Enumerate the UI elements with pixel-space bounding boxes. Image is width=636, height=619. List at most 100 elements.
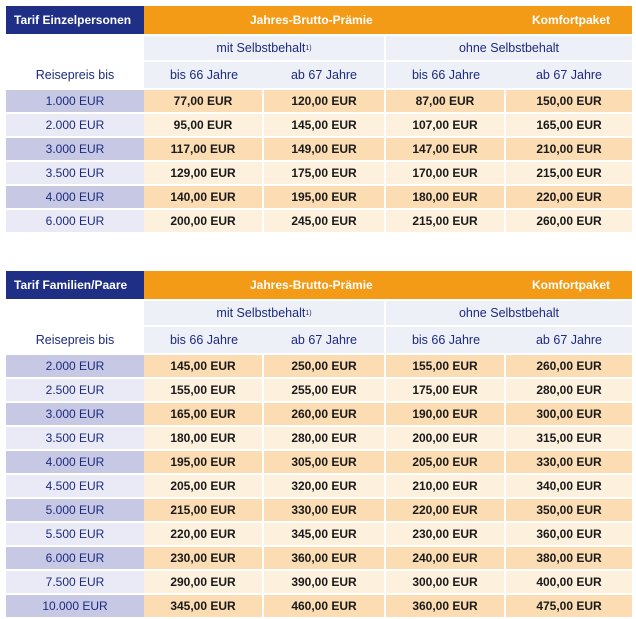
premium-cell: 315,00 EUR (506, 427, 632, 449)
with-deductible-label: mit Selbstbehalt (216, 306, 306, 320)
price-cell: 4.000 EUR (6, 186, 144, 208)
price-cell: 4.000 EUR (6, 451, 144, 473)
col-price-label: Reisepreis bis (6, 327, 144, 353)
price-cell: 10.000 EUR (6, 595, 144, 617)
premium-cell: 87,00 EUR (386, 90, 504, 112)
premium-cell: 175,00 EUR (386, 379, 504, 401)
col-age-a-label: bis 66 Jahre (144, 327, 264, 353)
table-row: 3.500 EUR 180,00 EUR 280,00 EUR 200,00 EUR 3… (6, 427, 632, 449)
col-age-b-label: ab 67 Jahre (264, 327, 384, 353)
subheader-spacer (6, 301, 144, 325)
premium-cell: 95,00 EUR (144, 114, 262, 136)
premium-cell: 205,00 EUR (386, 451, 504, 473)
price-cell: 3.500 EUR (6, 162, 144, 184)
table-header-row: Tarif Familien/Paare Jahres-Brutto-Prämie… (6, 271, 632, 299)
premium-cell: 195,00 EUR (144, 451, 262, 473)
premium-cell: 330,00 EUR (264, 499, 384, 521)
premium-cell: 240,00 EUR (386, 547, 504, 569)
premium-cell: 120,00 EUR (264, 90, 384, 112)
premium-cell: 250,00 EUR (264, 355, 384, 377)
table-row: 2.000 EUR 95,00 EUR 145,00 EUR 107,00 EUR 16… (6, 114, 632, 136)
premium-cell: 107,00 EUR (386, 114, 504, 136)
premium-cell: 215,00 EUR (386, 210, 504, 232)
premium-cell: 245,00 EUR (264, 210, 384, 232)
price-cell: 2.000 EUR (6, 355, 144, 377)
premium-cell: 220,00 EUR (506, 186, 632, 208)
footnote-marker: 1) (305, 309, 312, 317)
premium-cell: 260,00 EUR (506, 210, 632, 232)
premium-cell: 475,00 EUR (506, 595, 632, 617)
table-row: 5.000 EUR 215,00 EUR 330,00 EUR 220,00 EUR 3… (6, 499, 632, 521)
table-row: 7.500 EUR 290,00 EUR 390,00 EUR 300,00 EUR 4… (6, 571, 632, 593)
premium-cell: 170,00 EUR (386, 162, 504, 184)
premium-cell: 380,00 EUR (506, 547, 632, 569)
subheader-spacer (6, 36, 144, 60)
price-cell: 7.500 EUR (6, 571, 144, 593)
premium-cell: 195,00 EUR (264, 186, 384, 208)
with-deductible-header: mit Selbstbehalt 1) (144, 36, 384, 60)
price-cell: 1.000 EUR (6, 90, 144, 112)
column-label-row: Reisepreis bis bis 66 Jahre ab 67 Jahre bis… (6, 62, 632, 88)
premium-cell: 180,00 EUR (386, 186, 504, 208)
premium-cell: 255,00 EUR (264, 379, 384, 401)
table-row: 6.000 EUR 200,00 EUR 245,00 EUR 215,00 EUR 2… (6, 210, 632, 232)
premium-cell: 220,00 EUR (144, 523, 262, 545)
premium-cell: 220,00 EUR (386, 499, 504, 521)
subheader-row: mit Selbstbehalt 1) ohne Selbstbehalt (6, 36, 632, 60)
subheader-row: mit Selbstbehalt 1) ohne Selbstbehalt (6, 301, 632, 325)
tariff-table-individuals: Tarif Einzelpersonen Jahres-Brutto-Prämie… (6, 6, 632, 234)
premium-cell: 180,00 EUR (144, 427, 262, 449)
table-row: 3.000 EUR 165,00 EUR 260,00 EUR 190,00 EUR 3… (6, 403, 632, 425)
premium-cell: 230,00 EUR (386, 523, 504, 545)
premium-cell: 290,00 EUR (144, 571, 262, 593)
premium-header-bar: Jahres-Brutto-Prämie Komfortpaket (144, 271, 632, 299)
premium-cell: 140,00 EUR (144, 186, 262, 208)
price-cell: 2.500 EUR (6, 379, 144, 401)
premium-cell: 200,00 EUR (144, 210, 262, 232)
premium-cell: 210,00 EUR (506, 138, 632, 160)
premium-cell: 215,00 EUR (506, 162, 632, 184)
price-cell: 5.000 EUR (6, 499, 144, 521)
price-cell: 6.000 EUR (6, 210, 144, 232)
table-title: Tarif Einzelpersonen (6, 6, 144, 34)
premium-cell: 400,00 EUR (506, 571, 632, 593)
premium-cell: 460,00 EUR (264, 595, 384, 617)
premium-cell: 149,00 EUR (264, 138, 384, 160)
premium-cell: 165,00 EUR (144, 403, 262, 425)
premium-cell: 345,00 EUR (144, 595, 262, 617)
premium-cell: 305,00 EUR (264, 451, 384, 473)
package-header: Komfortpaket (531, 13, 610, 27)
group-header: Jahres-Brutto-Prämie (250, 278, 373, 292)
premium-cell: 150,00 EUR (506, 90, 632, 112)
table-row: 2.000 EUR 145,00 EUR 250,00 EUR 155,00 EUR 2… (6, 355, 632, 377)
premium-cell: 165,00 EUR (506, 114, 632, 136)
column-label-row: Reisepreis bis bis 66 Jahre ab 67 Jahre bis… (6, 327, 632, 353)
price-cell: 3.500 EUR (6, 427, 144, 449)
price-cell: 5.500 EUR (6, 523, 144, 545)
premium-cell: 117,00 EUR (144, 138, 262, 160)
premium-cell: 77,00 EUR (144, 90, 262, 112)
table-row: 4.000 EUR 140,00 EUR 195,00 EUR 180,00 EUR 2… (6, 186, 632, 208)
table-row: 1.000 EUR 77,00 EUR 120,00 EUR 87,00 EUR 150… (6, 90, 632, 112)
premium-cell: 390,00 EUR (264, 571, 384, 593)
premium-cell: 360,00 EUR (506, 523, 632, 545)
premium-cell: 155,00 EUR (386, 355, 504, 377)
table-title: Tarif Familien/Paare (6, 271, 144, 299)
with-deductible-label: mit Selbstbehalt (216, 41, 306, 55)
premium-cell: 147,00 EUR (386, 138, 504, 160)
premium-cell: 175,00 EUR (264, 162, 384, 184)
premium-cell: 260,00 EUR (506, 355, 632, 377)
col-price-label: Reisepreis bis (6, 62, 144, 88)
with-deductible-header: mit Selbstbehalt 1) (144, 301, 384, 325)
premium-cell: 215,00 EUR (144, 499, 262, 521)
table-row: 3.000 EUR 117,00 EUR 149,00 EUR 147,00 EUR 2… (6, 138, 632, 160)
premium-header-bar: Jahres-Brutto-Prämie Komfortpaket (144, 6, 632, 34)
premium-cell: 340,00 EUR (506, 475, 632, 497)
premium-cell: 200,00 EUR (386, 427, 504, 449)
premium-cell: 230,00 EUR (144, 547, 262, 569)
premium-cell: 260,00 EUR (264, 403, 384, 425)
premium-cell: 210,00 EUR (386, 475, 504, 497)
premium-cell: 300,00 EUR (506, 403, 632, 425)
table-row: 3.500 EUR 129,00 EUR 175,00 EUR 170,00 EUR 2… (6, 162, 632, 184)
table-row: 6.000 EUR 230,00 EUR 360,00 EUR 240,00 EUR 3… (6, 547, 632, 569)
